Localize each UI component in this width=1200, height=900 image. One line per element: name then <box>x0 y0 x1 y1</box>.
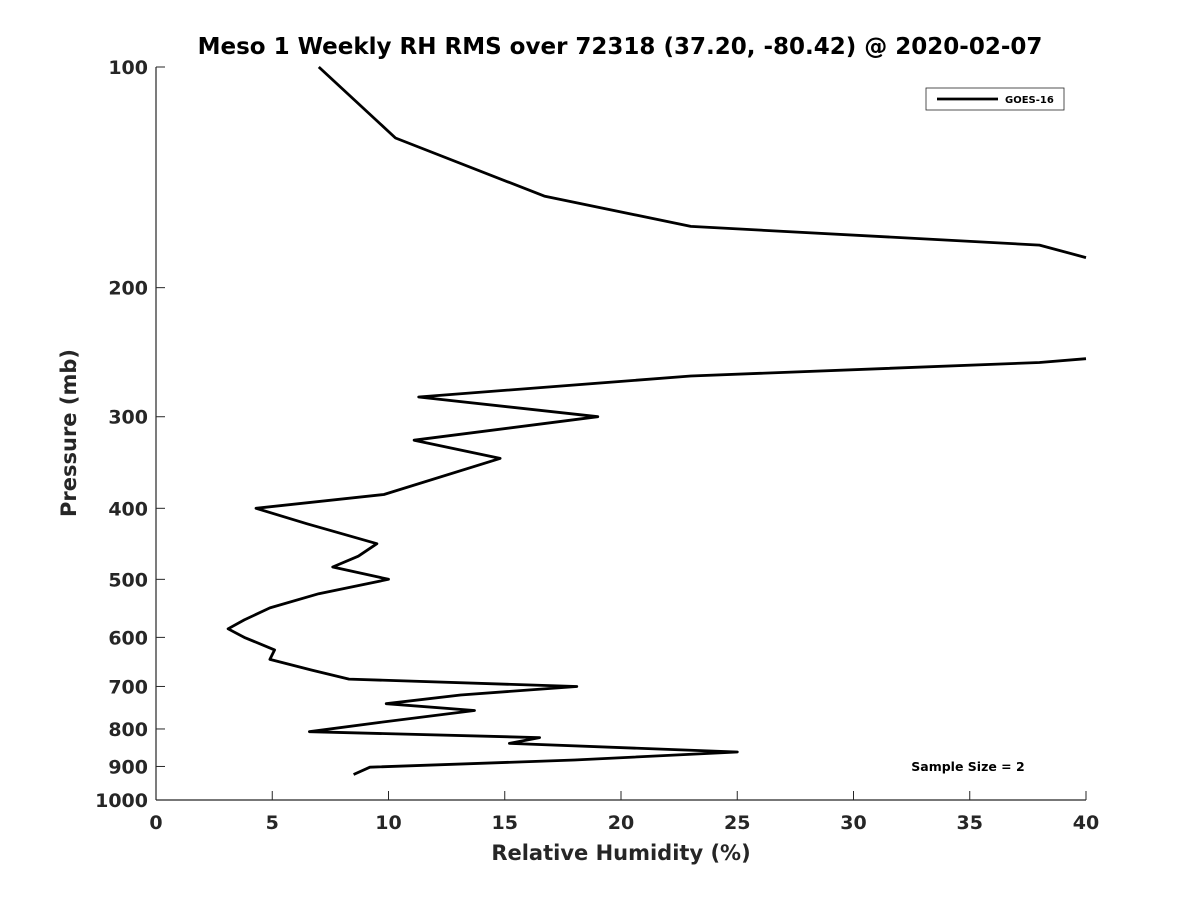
y-tick-label: 100 <box>108 57 148 79</box>
y-tick-label: 500 <box>108 569 148 591</box>
series-line-goes16 <box>226 357 1087 776</box>
x-tick-label: 10 <box>375 812 401 834</box>
series-group <box>226 65 1087 776</box>
x-tick-label: 0 <box>149 812 162 834</box>
y-tick-label: 600 <box>108 627 148 649</box>
legend-entry-label: GOES-16 <box>1005 95 1054 106</box>
x-tick-label: 15 <box>492 812 518 834</box>
chart-title: Meso 1 Weekly RH RMS over 72318 (37.20, … <box>198 34 1043 60</box>
x-tick-label: 20 <box>608 812 634 834</box>
y-tick-label: 700 <box>108 676 148 698</box>
x-ticks: 0 5 10 15 20 25 30 35 40 <box>149 791 1099 834</box>
y-tick-label: 200 <box>108 278 148 300</box>
axes <box>155 67 1086 801</box>
sample-size-annotation: Sample Size = 2 <box>911 759 1024 774</box>
series-line-goes16 <box>317 65 1087 259</box>
y-tick-label: 900 <box>108 756 148 778</box>
y-tick-label: 400 <box>108 498 148 520</box>
y-tick-label: 800 <box>108 719 148 741</box>
y-ticks: 100 200 300 400 500 600 700 800 900 1000 <box>95 57 165 812</box>
x-axis-title: Relative Humidity (%) <box>491 841 750 865</box>
x-tick-label: 30 <box>840 812 866 834</box>
x-tick-label: 25 <box>724 812 750 834</box>
y-tick-label: 1000 <box>95 790 148 812</box>
x-tick-label: 40 <box>1073 812 1099 834</box>
x-tick-label: 5 <box>266 812 279 834</box>
y-tick-label: 300 <box>108 407 148 429</box>
y-axis-title: Pressure (mb) <box>57 349 81 517</box>
x-tick-label: 35 <box>957 812 983 834</box>
legend: GOES-16 <box>925 87 1065 111</box>
